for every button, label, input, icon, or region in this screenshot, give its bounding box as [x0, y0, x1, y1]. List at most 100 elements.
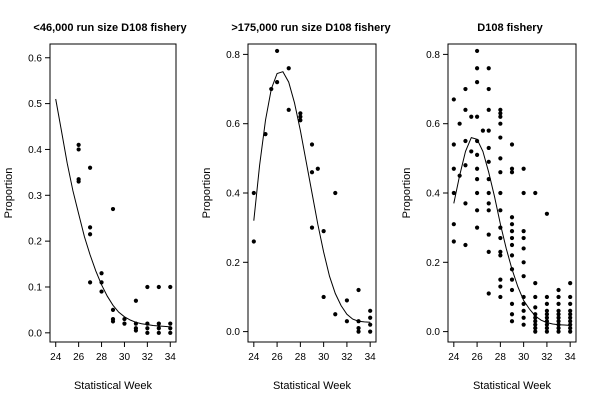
chart-3-point: [509, 215, 515, 220]
chart-1-fitted-curve: [55, 98, 171, 328]
chart-3-point: [556, 301, 561, 306]
chart-3-point: [544, 308, 550, 313]
chart-3-y-tick-label: 0.6: [426, 119, 440, 130]
chart-2-point: [251, 190, 256, 196]
chart-3-point: [486, 66, 491, 71]
chart-3-point: [568, 312, 573, 317]
chart-3-point: [474, 152, 480, 157]
chart-3-point: [509, 229, 515, 234]
chart-3-point: [463, 201, 468, 206]
chart-3-point: [533, 280, 538, 286]
chart-3-point: [474, 114, 480, 119]
chart-1-x-tick-label: 28: [96, 352, 108, 363]
chart-2-point: [251, 239, 256, 244]
chart-3-point: [568, 326, 573, 331]
chart-1-point: [122, 316, 127, 322]
chart-2-point: [309, 170, 315, 175]
chart-3-point: [463, 86, 468, 92]
chart-3-point: [486, 249, 491, 255]
chart-1-y-tick-label: 0.5: [28, 99, 42, 110]
chart-1-point: [156, 330, 161, 335]
chart-3-point: [509, 277, 515, 282]
chart-3-point: [556, 294, 561, 300]
chart-3-point: [457, 121, 462, 126]
chart-3-point: [533, 190, 538, 196]
chart-3-point: [533, 294, 538, 300]
chart-2-point: [263, 131, 268, 137]
chart-3-y-tick-label: 0.8: [426, 50, 440, 61]
chart-1-point: [133, 298, 139, 303]
chart-3-point: [509, 312, 515, 317]
chart-3-x-tick-label: 26: [472, 352, 484, 363]
chart-3-point: [486, 232, 491, 237]
chart-3-point: [474, 177, 480, 182]
chart-2-x-tick-label: 24: [248, 352, 260, 363]
chart-3-point: [486, 145, 491, 151]
chart-3-y-tick-label: 0.2: [426, 258, 440, 269]
chart-3-point: [533, 329, 538, 334]
chart-3-point: [568, 315, 573, 320]
chart-3-point: [521, 308, 526, 313]
chart-3-point: [463, 242, 468, 248]
chart-1-frame: [49, 43, 177, 343]
chart-2-point: [286, 107, 291, 112]
chart-2-point: [309, 142, 315, 147]
chart-3-title: D108 fishery: [477, 22, 543, 34]
chart-1-y-tick-label: 0.0: [28, 328, 42, 339]
chart-3-point: [568, 329, 573, 334]
chart-1-point: [122, 321, 127, 326]
chart-3-point: [556, 308, 561, 313]
chart-3-point: [498, 107, 503, 112]
chart-3-point: [498, 121, 503, 126]
chart-2: >175,000 run size D108 fishery 24 26 28 30 32…: [201, 22, 392, 392]
chart-2-y-tick-label: 0.6: [226, 119, 240, 130]
chart-3-point: [451, 239, 456, 244]
chart-2-y-axis-label: Proportion: [201, 168, 213, 219]
chart-3-point: [509, 319, 515, 324]
chart-2-point: [344, 319, 350, 324]
chart-3-point: [474, 80, 480, 85]
chart-3-point: [509, 142, 515, 147]
chart-1-y-tick-label: 0.6: [28, 53, 42, 64]
chart-3-point: [498, 249, 503, 255]
chart-3: D108 fishery 24 26 28 30 32 34 0.0 0.2 0.4 0.6 0.8 S…: [401, 22, 577, 392]
chart-3-point: [544, 294, 550, 300]
chart-1-point: [76, 179, 81, 184]
chart-2-x-tick-label: 30: [318, 352, 330, 363]
chart-1-y-tick-label: 0.4: [28, 145, 42, 156]
chart-2-y-tick-label: 0.8: [226, 50, 240, 61]
chart-3-point: [521, 246, 526, 251]
chart-3-point: [509, 287, 515, 293]
chart-3-point: [498, 111, 503, 116]
chart-3-point: [451, 190, 456, 196]
chart-3-point: [451, 142, 456, 147]
chart-3-x-tick-label: 28: [495, 352, 507, 363]
chart-2-point: [298, 114, 303, 119]
chart-2-point: [356, 287, 361, 293]
chart-3-point: [474, 208, 480, 213]
chart-3-point: [556, 329, 561, 334]
chart-2-point: [321, 294, 326, 300]
chart-2-point: [321, 229, 326, 234]
chart-3-point: [451, 166, 456, 171]
chart-1-point: [76, 147, 81, 152]
chart-1-x-tick-label: 26: [73, 352, 85, 363]
chart-3-point: [556, 312, 561, 317]
chart-3-x-tick-label: 34: [565, 352, 577, 363]
chart-2-fitted-curve: [253, 71, 371, 323]
chart-3-point: [568, 301, 573, 306]
chart-3-point: [451, 222, 456, 227]
chart-1-y-tick-label: 0.1: [28, 282, 42, 293]
chart-1-y-axis-label: Proportion: [3, 168, 15, 219]
chart-2-x-tick-label: 26: [272, 352, 284, 363]
chart-3-point: [568, 308, 573, 313]
chart-2-point: [344, 298, 350, 303]
chart-2-point: [286, 66, 291, 71]
chart-3-point: [568, 319, 573, 324]
chart-3-point: [556, 287, 561, 293]
chart-3-point: [533, 326, 538, 331]
chart-3-point: [480, 128, 486, 133]
chart-3-point: [556, 315, 561, 320]
chart-2-point: [356, 326, 361, 331]
